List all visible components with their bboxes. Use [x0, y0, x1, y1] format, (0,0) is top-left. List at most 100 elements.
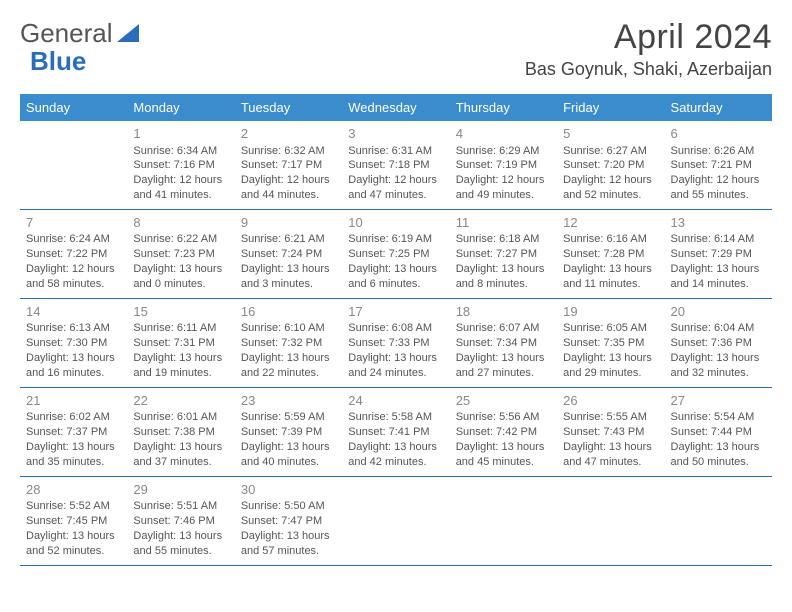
calendar-week-row: 14Sunrise: 6:13 AMSunset: 7:30 PMDayligh… [20, 298, 772, 387]
sunrise-line: Sunrise: 6:13 AM [26, 321, 121, 336]
daylight-line: Daylight: 13 hours [348, 351, 443, 366]
sunrise-line: Sunrise: 6:04 AM [671, 321, 766, 336]
sunrise-line: Sunrise: 5:52 AM [26, 499, 121, 514]
daylight-line: and 45 minutes. [456, 455, 551, 470]
sunrise-line: Sunrise: 5:58 AM [348, 410, 443, 425]
logo-text-1: General [20, 18, 113, 49]
calendar-day-cell [665, 476, 772, 565]
daylight-line: and 47 minutes. [348, 188, 443, 203]
daylight-line: and 22 minutes. [241, 366, 336, 381]
sunrise-line: Sunrise: 6:11 AM [133, 321, 228, 336]
day-number: 17 [348, 303, 443, 321]
day-number: 25 [456, 392, 551, 410]
day-number: 4 [456, 125, 551, 143]
calendar-day-cell: 29Sunrise: 5:51 AMSunset: 7:46 PMDayligh… [127, 476, 234, 565]
day-number: 15 [133, 303, 228, 321]
daylight-line: and 35 minutes. [26, 455, 121, 470]
sunset-line: Sunset: 7:21 PM [671, 158, 766, 173]
calendar-body: 1Sunrise: 6:34 AMSunset: 7:16 PMDaylight… [20, 121, 772, 565]
sunrise-line: Sunrise: 5:50 AM [241, 499, 336, 514]
daylight-line: Daylight: 12 hours [241, 173, 336, 188]
daylight-line: and 8 minutes. [456, 277, 551, 292]
daylight-line: and 52 minutes. [26, 544, 121, 559]
daylight-line: Daylight: 13 hours [133, 262, 228, 277]
calendar-day-cell: 15Sunrise: 6:11 AMSunset: 7:31 PMDayligh… [127, 298, 234, 387]
daylight-line: Daylight: 13 hours [456, 262, 551, 277]
daylight-line: and 24 minutes. [348, 366, 443, 381]
daylight-line: Daylight: 13 hours [241, 440, 336, 455]
sunset-line: Sunset: 7:32 PM [241, 336, 336, 351]
day-number: 22 [133, 392, 228, 410]
calendar-day-cell: 24Sunrise: 5:58 AMSunset: 7:41 PMDayligh… [342, 387, 449, 476]
day-number: 12 [563, 214, 658, 232]
calendar-day-cell: 7Sunrise: 6:24 AMSunset: 7:22 PMDaylight… [20, 209, 127, 298]
sunset-line: Sunset: 7:45 PM [26, 514, 121, 529]
calendar-week-row: 28Sunrise: 5:52 AMSunset: 7:45 PMDayligh… [20, 476, 772, 565]
daylight-line: and 16 minutes. [26, 366, 121, 381]
sunset-line: Sunset: 7:27 PM [456, 247, 551, 262]
daylight-line: Daylight: 12 hours [671, 173, 766, 188]
calendar-day-cell: 21Sunrise: 6:02 AMSunset: 7:37 PMDayligh… [20, 387, 127, 476]
daylight-line: and 0 minutes. [133, 277, 228, 292]
daylight-line: and 29 minutes. [563, 366, 658, 381]
calendar-day-cell: 23Sunrise: 5:59 AMSunset: 7:39 PMDayligh… [235, 387, 342, 476]
calendar-day-cell [450, 476, 557, 565]
calendar-day-cell: 4Sunrise: 6:29 AMSunset: 7:19 PMDaylight… [450, 121, 557, 209]
daylight-line: Daylight: 13 hours [563, 262, 658, 277]
day-number: 5 [563, 125, 658, 143]
weekday-header: Tuesday [235, 94, 342, 121]
day-number: 30 [241, 481, 336, 499]
calendar-day-cell: 20Sunrise: 6:04 AMSunset: 7:36 PMDayligh… [665, 298, 772, 387]
daylight-line: Daylight: 13 hours [348, 262, 443, 277]
calendar-day-cell: 1Sunrise: 6:34 AMSunset: 7:16 PMDaylight… [127, 121, 234, 209]
calendar-day-cell [20, 121, 127, 209]
sunrise-line: Sunrise: 6:02 AM [26, 410, 121, 425]
daylight-line: Daylight: 13 hours [241, 351, 336, 366]
calendar-day-cell: 2Sunrise: 6:32 AMSunset: 7:17 PMDaylight… [235, 121, 342, 209]
sunset-line: Sunset: 7:39 PM [241, 425, 336, 440]
day-number: 27 [671, 392, 766, 410]
logo-text-2: Blue [30, 46, 86, 76]
daylight-line: Daylight: 13 hours [133, 440, 228, 455]
calendar-head: Sunday Monday Tuesday Wednesday Thursday… [20, 94, 772, 121]
day-number: 18 [456, 303, 551, 321]
sunrise-line: Sunrise: 6:34 AM [133, 144, 228, 159]
day-number: 20 [671, 303, 766, 321]
daylight-line: Daylight: 12 hours [26, 262, 121, 277]
daylight-line: Daylight: 13 hours [241, 262, 336, 277]
calendar-table: Sunday Monday Tuesday Wednesday Thursday… [20, 94, 772, 566]
day-number: 14 [26, 303, 121, 321]
calendar-day-cell: 8Sunrise: 6:22 AMSunset: 7:23 PMDaylight… [127, 209, 234, 298]
sunset-line: Sunset: 7:24 PM [241, 247, 336, 262]
calendar-day-cell: 18Sunrise: 6:07 AMSunset: 7:34 PMDayligh… [450, 298, 557, 387]
sunrise-line: Sunrise: 5:51 AM [133, 499, 228, 514]
daylight-line: and 50 minutes. [671, 455, 766, 470]
calendar-day-cell: 28Sunrise: 5:52 AMSunset: 7:45 PMDayligh… [20, 476, 127, 565]
calendar-day-cell: 22Sunrise: 6:01 AMSunset: 7:38 PMDayligh… [127, 387, 234, 476]
daylight-line: Daylight: 13 hours [456, 351, 551, 366]
daylight-line: Daylight: 12 hours [133, 173, 228, 188]
daylight-line: and 11 minutes. [563, 277, 658, 292]
sunrise-line: Sunrise: 6:10 AM [241, 321, 336, 336]
daylight-line: and 52 minutes. [563, 188, 658, 203]
daylight-line: Daylight: 13 hours [456, 440, 551, 455]
calendar-day-cell: 19Sunrise: 6:05 AMSunset: 7:35 PMDayligh… [557, 298, 664, 387]
daylight-line: Daylight: 13 hours [348, 440, 443, 455]
sunrise-line: Sunrise: 6:01 AM [133, 410, 228, 425]
daylight-line: and 19 minutes. [133, 366, 228, 381]
sunset-line: Sunset: 7:23 PM [133, 247, 228, 262]
sunrise-line: Sunrise: 6:19 AM [348, 232, 443, 247]
day-number: 26 [563, 392, 658, 410]
sunrise-line: Sunrise: 6:08 AM [348, 321, 443, 336]
sunrise-line: Sunrise: 6:05 AM [563, 321, 658, 336]
day-number: 9 [241, 214, 336, 232]
daylight-line: and 49 minutes. [456, 188, 551, 203]
sunrise-line: Sunrise: 6:32 AM [241, 144, 336, 159]
sunset-line: Sunset: 7:33 PM [348, 336, 443, 351]
daylight-line: Daylight: 13 hours [133, 529, 228, 544]
calendar-day-cell: 6Sunrise: 6:26 AMSunset: 7:21 PMDaylight… [665, 121, 772, 209]
calendar-week-row: 7Sunrise: 6:24 AMSunset: 7:22 PMDaylight… [20, 209, 772, 298]
location-subtitle: Bas Goynuk, Shaki, Azerbaijan [525, 59, 772, 80]
day-number: 13 [671, 214, 766, 232]
sunset-line: Sunset: 7:20 PM [563, 158, 658, 173]
